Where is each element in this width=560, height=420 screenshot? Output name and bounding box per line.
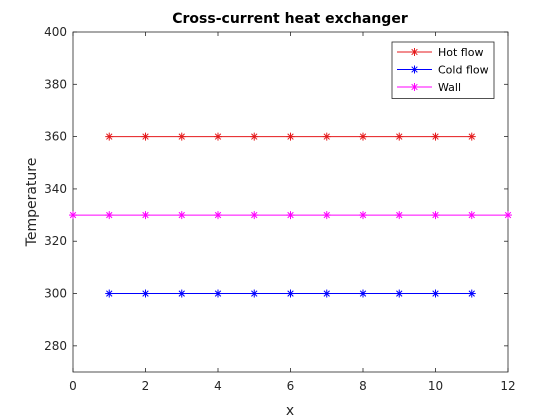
data-point (286, 289, 295, 298)
series-group (69, 132, 512, 298)
data-point (105, 132, 114, 141)
data-point (395, 132, 404, 141)
legend-box (391, 41, 495, 99)
data-point (322, 289, 331, 298)
series-hot-flow (105, 132, 476, 141)
legend-label: Hot flow (438, 46, 483, 59)
y-axis-label: Temperature (24, 158, 40, 248)
series-cold-flow (105, 289, 476, 298)
data-point (504, 211, 512, 220)
data-point (214, 211, 222, 220)
legend-marker (410, 83, 419, 91)
data-point (467, 211, 476, 220)
x-tick-label: 0 (69, 379, 77, 393)
data-point (395, 289, 404, 298)
data-point (322, 132, 331, 141)
axis-ticks: 0 2 4 6 8 10 12 280 300 320 340 360 380 400 (44, 25, 516, 393)
legend-item: Cold flow (397, 64, 489, 77)
data-point (69, 211, 77, 220)
data-point (105, 211, 114, 220)
data-point (431, 211, 440, 220)
legend-label: Wall (438, 81, 461, 94)
x-tick-label: 10 (428, 379, 443, 393)
legend-item: Hot flow (397, 46, 483, 59)
data-point (359, 211, 367, 220)
chart-title: Cross-current heat exchanger (172, 11, 408, 27)
data-point (177, 132, 186, 141)
y-tick-label: 280 (44, 339, 67, 353)
y-tick-label: 320 (44, 234, 67, 248)
x-axis-label: x (286, 403, 294, 419)
data-point (286, 132, 295, 141)
data-point (105, 289, 114, 298)
data-point (177, 211, 186, 220)
x-tick-label: 12 (500, 379, 515, 393)
data-point (141, 132, 150, 141)
data-point (467, 132, 476, 141)
data-point (214, 132, 222, 141)
data-point (250, 289, 259, 298)
x-tick-label: 4 (214, 379, 222, 393)
series-wall (69, 211, 512, 220)
legend-marker (410, 48, 419, 56)
y-tick-label: 380 (44, 77, 67, 91)
x-tick-label: 6 (287, 379, 295, 393)
data-point (250, 132, 259, 141)
y-tick-label: 340 (44, 182, 67, 196)
y-tick-label: 360 (44, 130, 67, 144)
data-point (250, 211, 259, 220)
data-point (431, 289, 440, 298)
data-point (431, 132, 440, 141)
legend: Hot flow Cold flow Wall (391, 41, 495, 99)
y-tick-label: 400 (44, 25, 67, 39)
data-point (141, 289, 150, 298)
data-point (214, 289, 222, 298)
x-tick-label: 8 (359, 379, 367, 393)
data-point (141, 211, 150, 220)
data-point (395, 211, 404, 220)
legend-item: Wall (397, 81, 461, 94)
data-point (467, 289, 476, 298)
legend-marker (410, 65, 419, 74)
x-tick-label: 2 (142, 379, 150, 393)
data-point (322, 211, 331, 220)
data-point (359, 132, 367, 141)
data-point (286, 211, 295, 220)
legend-label: Cold flow (438, 64, 489, 77)
y-tick-label: 300 (44, 287, 67, 301)
data-point (177, 289, 186, 298)
data-point (359, 289, 367, 298)
